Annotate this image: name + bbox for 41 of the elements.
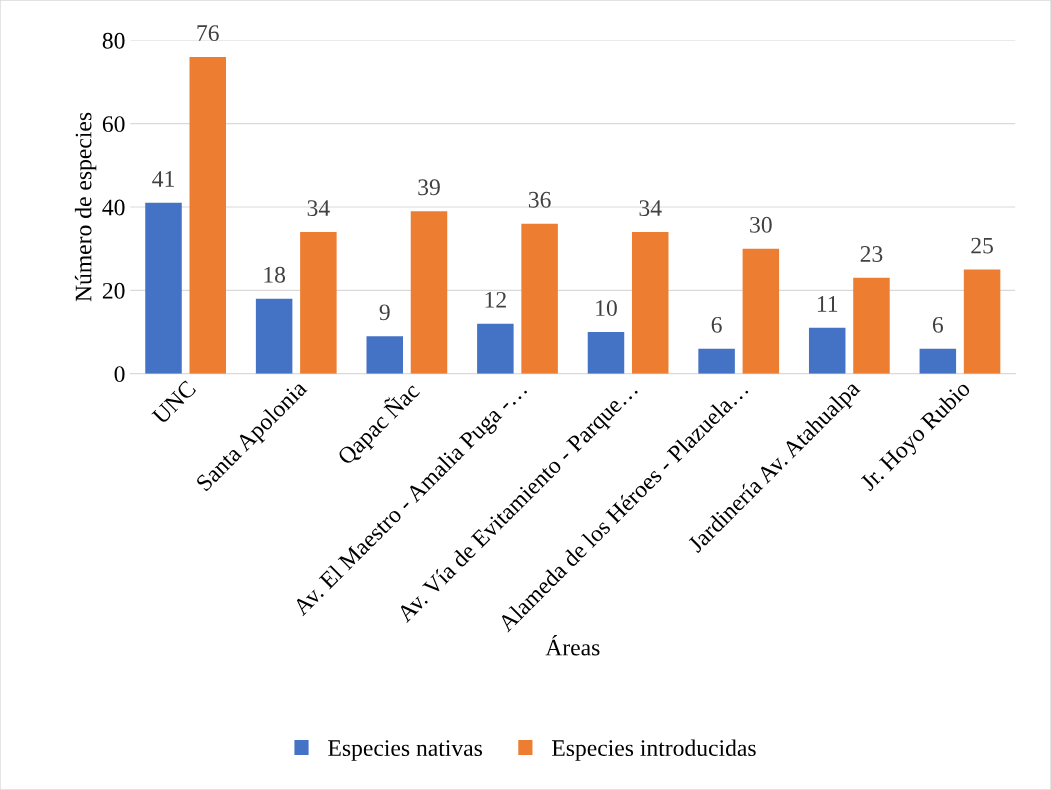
data-label: 34	[639, 200, 662, 217]
data-label: 11	[817, 296, 838, 312]
y-tick-label: 40	[102, 199, 125, 216]
bar	[742, 248, 780, 374]
x-axis-title: Áreas	[545, 635, 600, 656]
bar	[587, 332, 625, 374]
y-tick-label: 80	[102, 32, 125, 49]
data-label: 41	[152, 171, 174, 187]
data-label: 6	[932, 316, 944, 333]
data-label: 39	[418, 179, 440, 196]
legend-label: Especies introducidas	[552, 739, 756, 761]
data-label: 23	[860, 246, 883, 262]
data-label: 34	[307, 200, 330, 217]
bar	[255, 298, 293, 374]
y-tick-label: 20	[102, 282, 125, 299]
y-tick-label: 60	[102, 116, 125, 133]
y-tick-label: 0	[114, 366, 125, 383]
data-label: 18	[264, 266, 286, 283]
bar	[477, 323, 514, 374]
bar	[145, 202, 182, 374]
bar	[189, 56, 227, 374]
bar	[631, 231, 669, 374]
data-label: 30	[750, 216, 772, 233]
data-label: 6	[711, 316, 722, 333]
bar	[300, 231, 337, 374]
bar	[808, 327, 846, 374]
data-label: 25	[971, 237, 993, 254]
data-label: 10	[596, 300, 617, 317]
bar	[521, 223, 558, 374]
bar	[853, 277, 890, 374]
y-axis-title: Número de especies	[74, 112, 97, 302]
bar	[963, 269, 1001, 374]
bar	[919, 348, 957, 374]
legend-label: Especies nativas	[328, 740, 483, 761]
data-label: 12	[485, 291, 506, 308]
bar	[366, 336, 403, 374]
data-label: 9	[379, 304, 390, 321]
bar	[410, 211, 448, 374]
data-label: 36	[528, 191, 551, 208]
bar	[698, 348, 735, 374]
data-label: 76	[197, 25, 219, 42]
